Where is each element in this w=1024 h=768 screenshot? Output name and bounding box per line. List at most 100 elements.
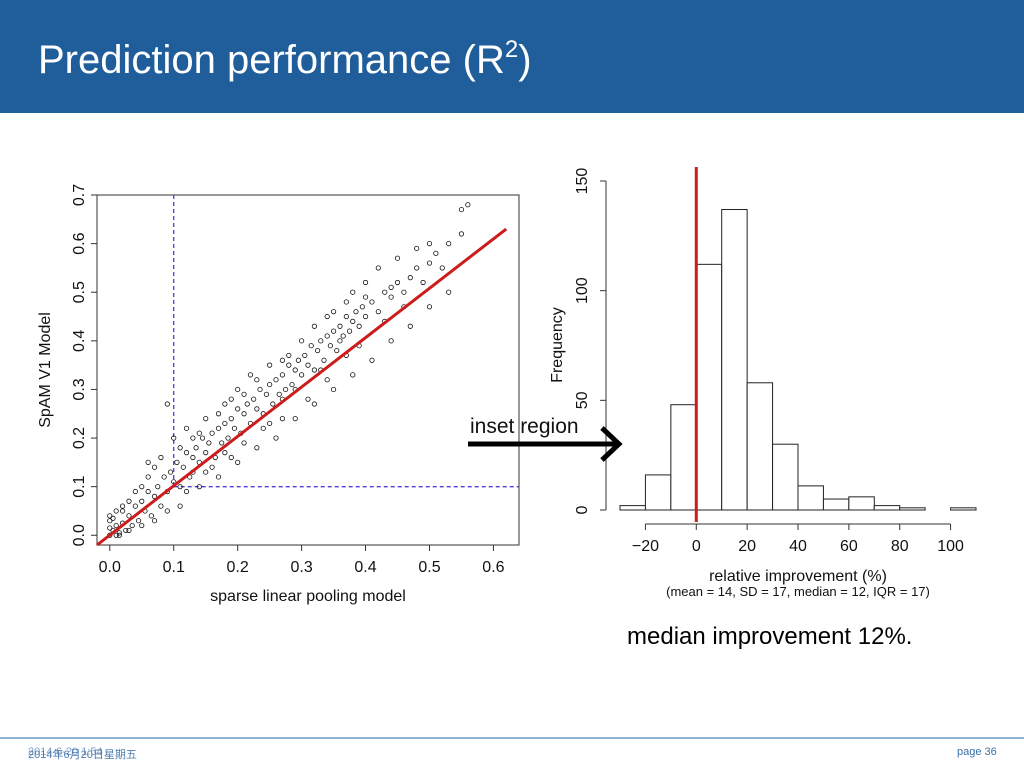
scatter-point	[177, 503, 183, 509]
scatter-point	[446, 241, 452, 247]
scatter-point	[330, 309, 337, 315]
scatter-point	[327, 343, 333, 349]
scatter-point	[139, 498, 145, 504]
histogram-x-tick-label: 80	[891, 538, 909, 555]
scatter-point	[132, 503, 138, 509]
scatter-point	[190, 435, 196, 441]
scatter-point	[135, 518, 142, 524]
scatter-x-axis: 0.0 0.1 0.2 0.3 0.4 0.5 0.6	[99, 545, 505, 576]
scatter-point	[235, 406, 241, 412]
histogram-stats-note: (mean = 14, SD = 17, median = 12, IQR = …	[666, 584, 930, 599]
histogram-x-label: relative improvement (%)	[709, 568, 887, 585]
histogram-x-tick-label: −20	[632, 538, 659, 555]
scatter-point	[158, 454, 164, 461]
scatter-point	[369, 299, 375, 305]
scatter-point	[286, 362, 292, 368]
scatter-point	[158, 503, 164, 509]
histogram: −20 0 20 40 60 80 100 0 50 100 150 relative impro…	[549, 167, 977, 599]
scatter-y-tick-label: 0.7	[71, 184, 88, 206]
histogram-x-tick-label: 0	[692, 538, 701, 555]
scatter-point	[426, 260, 433, 266]
scatter-y-tick-label: 0.0	[71, 524, 88, 546]
scatter-point	[151, 493, 158, 499]
scatter-point	[215, 474, 222, 480]
scatter-point	[356, 323, 362, 329]
scatter-point	[228, 416, 234, 422]
scatter-point	[375, 265, 381, 271]
footer-date-overlay: 2014-6-20 1:54	[28, 746, 103, 758]
scatter-point	[145, 488, 151, 495]
scatter-point	[330, 328, 337, 334]
title-superscript: 2	[504, 36, 519, 63]
scatter-point	[318, 338, 324, 344]
inset-region-label: inset region	[470, 415, 579, 438]
histogram-x-tick-label: 40	[789, 538, 807, 555]
scatter-point	[302, 352, 308, 359]
scatter-point	[193, 445, 199, 451]
scatter-point	[164, 401, 170, 407]
scatter-point	[465, 202, 471, 208]
scatter-point	[209, 430, 215, 436]
scatter-point	[241, 391, 247, 397]
scatter-x-tick-label: 0.2	[227, 559, 249, 576]
scatter-point	[209, 464, 215, 470]
scatter-point	[388, 338, 394, 344]
scatter-point	[247, 372, 254, 378]
scatter-point	[177, 484, 183, 490]
scatter-point	[279, 372, 286, 378]
scatter-x-label: sparse linear pooling model	[210, 588, 406, 605]
scatter-point	[113, 532, 119, 538]
scatter-point	[260, 425, 266, 431]
scatter-point	[177, 445, 183, 451]
scatter-point	[199, 435, 206, 441]
scatter-point	[107, 513, 113, 519]
scatter-point	[267, 381, 273, 388]
scatter-point	[145, 459, 151, 465]
scatter-point	[215, 425, 222, 431]
scatter-point	[353, 309, 359, 315]
scatter-point	[388, 284, 394, 290]
scatter-point	[321, 357, 327, 363]
scatter-point	[289, 381, 295, 388]
scatter-point	[203, 469, 209, 475]
scatter-point	[350, 318, 356, 324]
fit-line	[96, 227, 508, 547]
scatter-point	[283, 386, 289, 393]
scatter-point	[123, 527, 129, 534]
histogram-bar	[822, 498, 850, 511]
title-end: )	[518, 38, 532, 82]
scatter-y-tick-label: 0.5	[71, 281, 88, 303]
scatter-point	[350, 289, 356, 295]
scatter-point	[235, 459, 241, 465]
scatter-point	[330, 386, 337, 393]
histogram-bar	[772, 443, 799, 511]
scatter-point	[126, 513, 132, 519]
inset-annotation: inset region	[468, 415, 623, 462]
scatter-point	[196, 430, 202, 436]
scatter-point	[337, 323, 343, 329]
scatter-point	[439, 265, 445, 271]
scatter-point	[228, 396, 234, 402]
scatter-point	[228, 454, 234, 461]
scatter-point	[426, 241, 433, 247]
scatter-x-tick-label: 0.5	[418, 559, 440, 576]
scatter-point	[276, 391, 282, 397]
scatter-point	[458, 206, 465, 213]
histogram-x-tick-label: 60	[840, 538, 858, 555]
scatter-x-tick-label: 0.4	[354, 559, 376, 576]
scatter-point	[334, 347, 340, 354]
scatter-point	[148, 513, 154, 519]
histogram-x-axis: −20 0 20 40 60 80 100	[632, 523, 964, 555]
scatter-point	[151, 518, 158, 524]
scatter-point	[263, 391, 270, 397]
histogram-bar	[746, 382, 774, 511]
scatter-point	[394, 255, 401, 261]
scatter-point	[314, 347, 321, 354]
scatter-point	[340, 333, 346, 339]
scatter-point	[292, 416, 298, 422]
scatter-x-tick-label: 0.1	[163, 559, 185, 576]
scatter-point	[343, 313, 349, 320]
scatter-point	[369, 357, 375, 363]
histogram-y-tick-label: 100	[574, 277, 591, 304]
histogram-y-label: Frequency	[549, 307, 566, 383]
